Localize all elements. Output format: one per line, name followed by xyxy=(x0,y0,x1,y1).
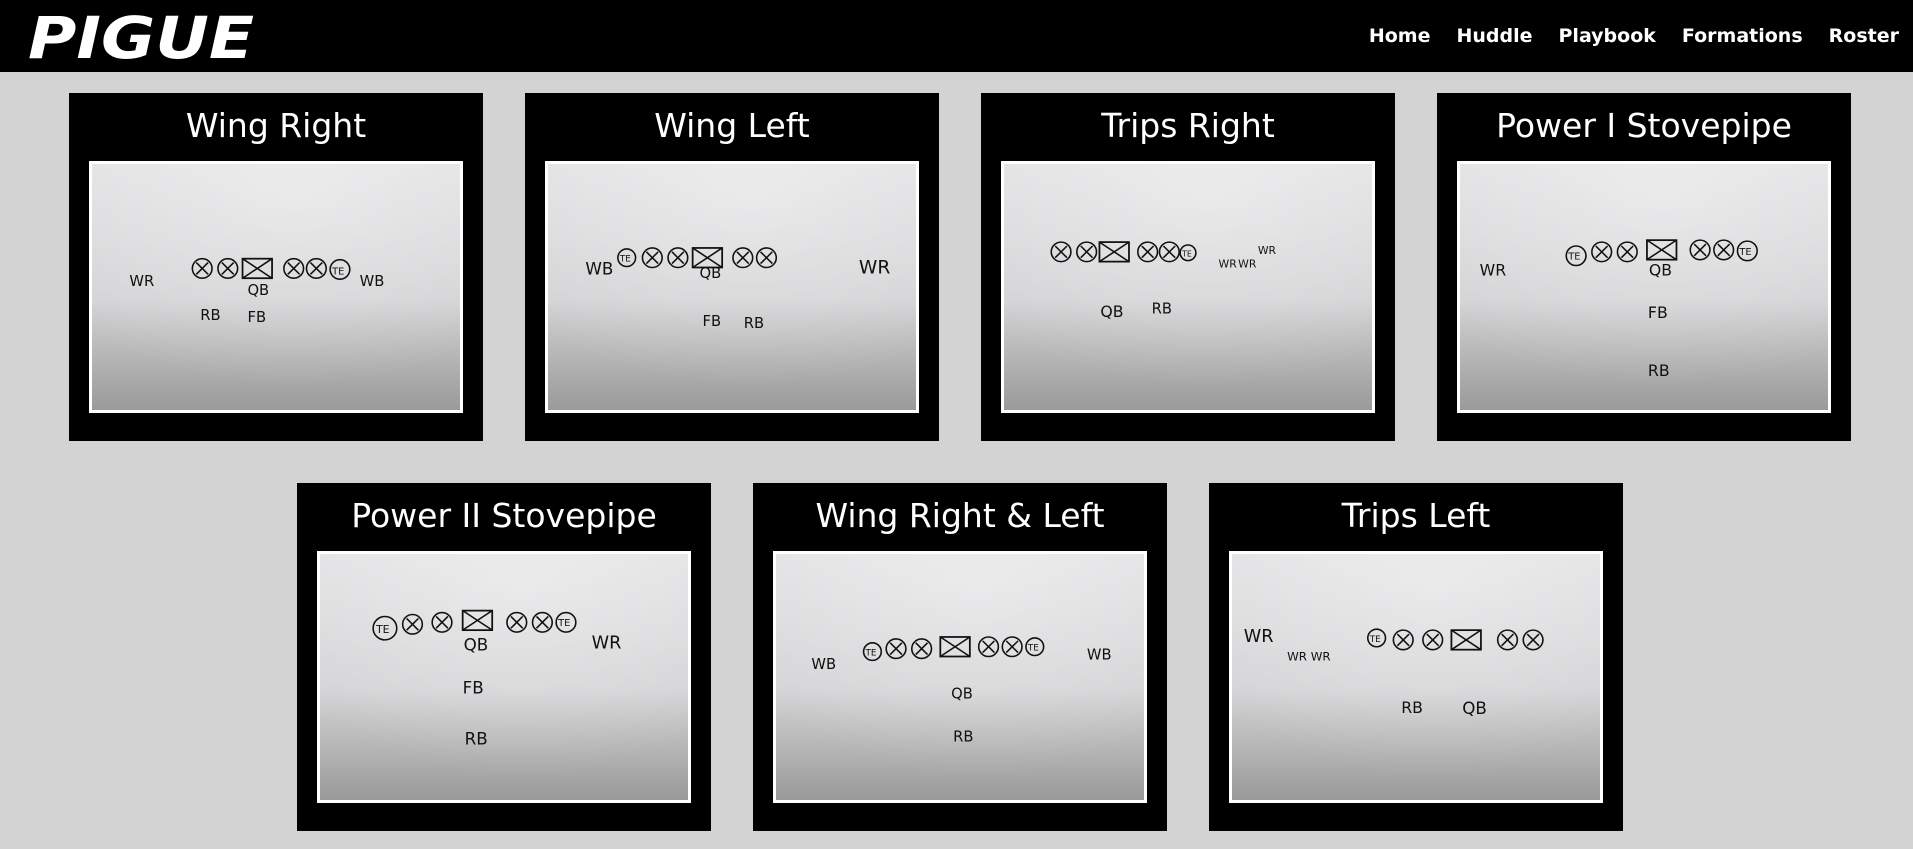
nav-formations-link[interactable]: Formations xyxy=(1681,25,1803,47)
qb-label: QB xyxy=(464,636,489,655)
formation-title: Trips Right xyxy=(1101,106,1275,145)
top-navbar: PIGUE Home Huddle Playbook Formations Ro… xyxy=(0,0,1913,72)
wr-label: WR xyxy=(592,634,622,654)
te-label: TE xyxy=(1567,252,1580,263)
te-label: TE xyxy=(331,266,344,277)
formation-title: Wing Right xyxy=(185,106,367,145)
fb-label: FB xyxy=(463,679,484,698)
wr-label: WR xyxy=(1480,260,1507,279)
qb-label: QB xyxy=(700,265,722,282)
formation-card-wing-left[interactable]: Wing Left WB TE QB WR FB RB xyxy=(525,93,939,441)
formation-title: Trips Left xyxy=(1341,496,1491,535)
nav-roster-link[interactable]: Roster xyxy=(1828,25,1899,47)
te-label: TE xyxy=(619,255,631,265)
formation-card-trips-left[interactable]: Trips Left WR WR WR TE RB QB xyxy=(1209,483,1623,831)
wb-label: WB xyxy=(360,273,385,290)
wb-label: WB xyxy=(811,656,836,673)
wr-label: WR xyxy=(1258,244,1277,257)
formation-card-trips-right[interactable]: Trips Right TE WR WR WR QB RB xyxy=(981,93,1395,441)
te-label: TE xyxy=(375,623,390,636)
main-nav: Home Huddle Playbook Formations Roster xyxy=(1369,0,1899,72)
rb-label: RB xyxy=(1152,300,1172,317)
formation-title: Power II Stovepipe xyxy=(351,496,657,535)
fb-label: FB xyxy=(1648,303,1668,322)
logo-text: PIGUE xyxy=(28,6,254,66)
te-label: TE xyxy=(1369,635,1381,645)
wr-label: WR xyxy=(1287,649,1307,663)
formation-diagram-photo[interactable]: WB TE QB WR FB RB xyxy=(545,161,919,413)
formation-diagram-photo[interactable]: TE WR WR WR QB RB xyxy=(1001,161,1375,413)
formation-card-power-i-stovepipe[interactable]: Power I Stovepipe WR TE TE QB FB RB xyxy=(1437,93,1851,441)
te-label: TE xyxy=(1181,250,1192,259)
rb-label: RB xyxy=(953,728,973,745)
wr-label: WR xyxy=(1238,258,1257,271)
rb-label: RB xyxy=(1648,361,1670,380)
qb-label: QB xyxy=(247,282,269,299)
formation-card-wing-right-left[interactable]: Wing Right & Left WB TE TE WB QB RB xyxy=(753,483,1167,831)
formation-diagram-photo[interactable]: TE TE QB WR FB RB xyxy=(317,551,691,803)
te-label: TE xyxy=(1738,247,1751,258)
nav-playbook-link[interactable]: Playbook xyxy=(1558,25,1656,47)
wb-label: WB xyxy=(1087,646,1112,663)
qb-label: QB xyxy=(951,686,973,703)
rb-label: RB xyxy=(200,307,220,324)
fb-label: FB xyxy=(247,309,266,326)
te-label: TE xyxy=(865,649,877,659)
formation-diagram-photo[interactable]: WB TE TE WB QB RB xyxy=(773,551,1147,803)
wr-label: WR xyxy=(1219,258,1238,271)
fb-label: FB xyxy=(702,313,721,330)
formation-title: Wing Left xyxy=(654,106,810,145)
qb-label: QB xyxy=(1462,699,1487,718)
wr-label: WR xyxy=(129,273,154,290)
te-label: TE xyxy=(1027,644,1039,654)
formation-title: Wing Right & Left xyxy=(815,496,1105,535)
pigue-logo[interactable]: PIGUE xyxy=(24,6,260,66)
nav-huddle-link[interactable]: Huddle xyxy=(1456,25,1533,47)
te-label: TE xyxy=(557,618,570,629)
formation-card-wing-right[interactable]: Wing Right WR TE QB WB RB FB xyxy=(69,93,483,441)
rb-label: RB xyxy=(465,729,488,748)
wb-label: WB xyxy=(585,259,613,278)
nav-home-link[interactable]: Home xyxy=(1368,25,1431,47)
formation-card-power-ii-stovepipe[interactable]: Power II Stovepipe TE TE QB WR FB RB xyxy=(297,483,711,831)
formation-diagram-photo[interactable]: WR TE QB WB RB FB xyxy=(89,161,463,413)
rb-label: RB xyxy=(744,315,764,332)
wr-label: WR xyxy=(1244,627,1274,647)
qb-label: QB xyxy=(1649,260,1672,279)
wr-label: WR xyxy=(859,257,891,278)
rb-label: RB xyxy=(1401,698,1423,717)
formation-title: Power I Stovepipe xyxy=(1496,106,1792,145)
formation-diagram-photo[interactable]: WR TE TE QB FB RB xyxy=(1457,161,1831,413)
wr-label: WR xyxy=(1311,649,1331,663)
formation-diagram-photo[interactable]: WR WR WR TE RB QB xyxy=(1229,551,1603,803)
qb-label: QB xyxy=(1100,302,1123,321)
